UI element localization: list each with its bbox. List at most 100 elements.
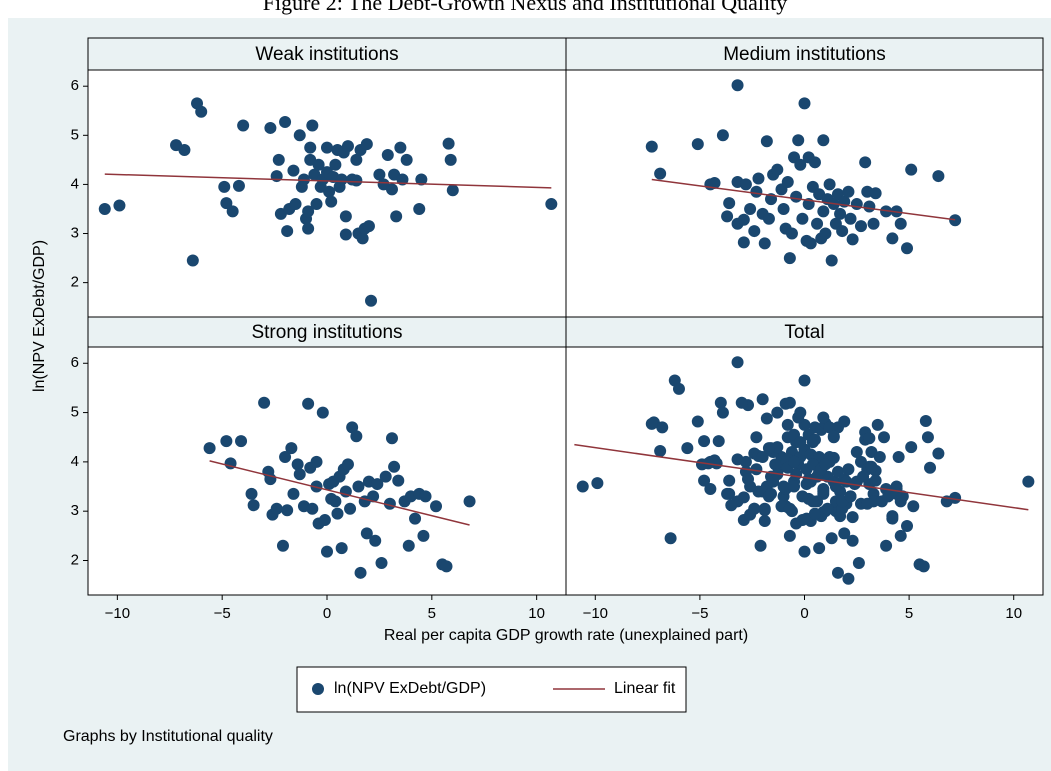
- point: [302, 205, 315, 218]
- point: [645, 140, 658, 153]
- point: [178, 144, 191, 157]
- point: [276, 539, 289, 552]
- point: [264, 121, 277, 134]
- y-tick-label: 5: [71, 126, 79, 143]
- point: [664, 532, 677, 545]
- point: [825, 532, 838, 545]
- point: [379, 470, 392, 483]
- panel-title: Strong institutions: [251, 322, 402, 343]
- point: [321, 141, 333, 154]
- point: [737, 491, 750, 504]
- point: [281, 225, 294, 238]
- point: [463, 495, 476, 508]
- point: [654, 445, 667, 458]
- point: [385, 432, 398, 445]
- point: [817, 205, 830, 218]
- point: [392, 474, 405, 487]
- point: [318, 514, 331, 527]
- point: [932, 447, 945, 460]
- point: [325, 195, 338, 208]
- point: [716, 129, 729, 142]
- point: [760, 412, 773, 425]
- point: [367, 490, 380, 503]
- point: [894, 217, 907, 230]
- point: [413, 202, 426, 215]
- point: [704, 482, 717, 495]
- y-tick-label: 3: [71, 224, 79, 241]
- point: [744, 202, 757, 215]
- point: [545, 198, 558, 211]
- point: [444, 153, 457, 166]
- point: [369, 534, 382, 547]
- point: [287, 164, 300, 177]
- point: [762, 212, 775, 225]
- point: [846, 511, 859, 524]
- point: [373, 168, 386, 181]
- point: [829, 480, 842, 493]
- point: [886, 512, 899, 525]
- point: [417, 529, 430, 542]
- plot-area: [565, 69, 1044, 318]
- point: [186, 254, 199, 267]
- point: [203, 442, 216, 455]
- point: [356, 232, 369, 245]
- x-tick-label: −5: [214, 605, 231, 622]
- y-tick-label: 2: [71, 551, 79, 568]
- point: [788, 480, 801, 493]
- point: [698, 474, 711, 487]
- point: [896, 490, 909, 503]
- point: [817, 485, 830, 498]
- point: [846, 233, 859, 246]
- point: [880, 539, 893, 552]
- legend-label: Linear fit: [614, 680, 676, 697]
- point: [446, 184, 459, 197]
- point: [442, 137, 455, 150]
- point: [844, 490, 857, 503]
- point: [371, 478, 384, 491]
- point: [850, 198, 863, 211]
- point: [725, 499, 738, 512]
- point: [402, 539, 415, 552]
- point: [302, 222, 315, 235]
- point: [748, 225, 761, 238]
- point: [869, 187, 882, 200]
- point: [329, 158, 342, 171]
- point: [756, 393, 769, 406]
- point: [306, 119, 319, 132]
- point: [769, 458, 782, 471]
- point: [924, 461, 937, 474]
- note: Graphs by Institutional quality: [63, 728, 273, 745]
- point: [708, 176, 721, 189]
- point: [723, 474, 736, 487]
- point: [218, 180, 231, 193]
- point: [821, 502, 834, 515]
- y-axis-label: ln(NPV ExDebt/GDP): [31, 240, 48, 392]
- plot-area: [87, 346, 567, 596]
- point: [894, 529, 907, 542]
- point: [838, 527, 851, 540]
- point: [591, 477, 604, 490]
- point: [905, 441, 918, 454]
- point: [750, 431, 763, 444]
- point: [390, 210, 403, 223]
- point: [306, 502, 319, 515]
- point: [737, 213, 750, 226]
- legend-label: ln(NPV ExDebt/GDP): [334, 680, 486, 697]
- point: [892, 450, 905, 463]
- chart-title: Figure 2: The Debt-Growth Nexus and Inst…: [263, 0, 787, 15]
- legend-marker: [312, 683, 324, 695]
- fit-line: [574, 443, 1029, 511]
- point: [279, 116, 292, 129]
- point: [752, 172, 765, 185]
- point: [758, 504, 771, 517]
- point: [272, 153, 285, 166]
- point: [865, 460, 878, 473]
- point: [863, 200, 876, 213]
- point: [270, 502, 283, 515]
- point: [721, 210, 734, 223]
- point: [394, 141, 407, 154]
- point: [323, 185, 336, 198]
- point: [362, 220, 375, 233]
